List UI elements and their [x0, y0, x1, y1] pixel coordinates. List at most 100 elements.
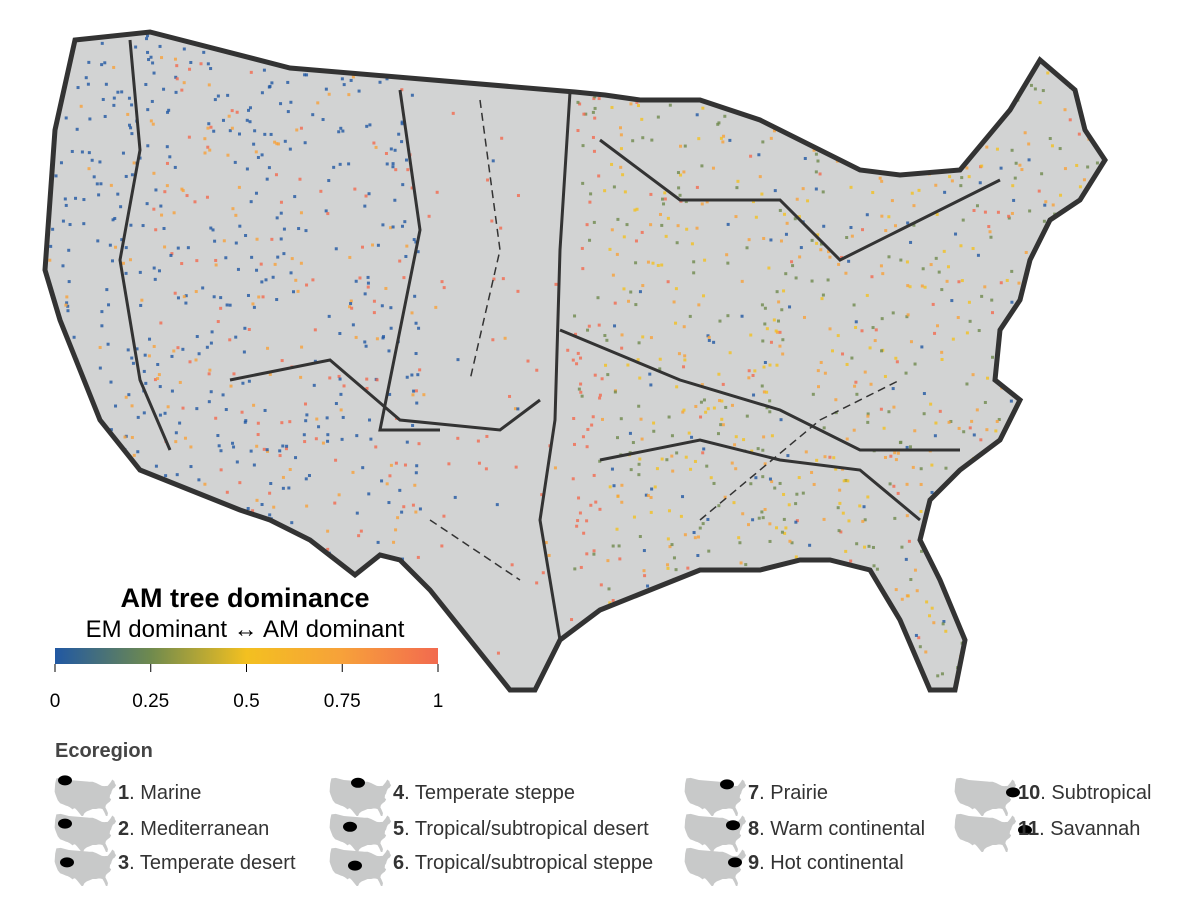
pixel: [604, 363, 608, 367]
colorbar-title: AM tree dominance: [120, 583, 369, 613]
pixel: [400, 577, 404, 581]
boundary: [559, 328, 960, 452]
pixel: [576, 100, 580, 104]
pixel: [154, 464, 158, 468]
pixel: [110, 259, 114, 263]
pixel: [842, 479, 846, 483]
pixel: [159, 204, 163, 208]
pixel: [809, 582, 813, 586]
pixel: [830, 680, 834, 684]
pixel: [304, 477, 308, 481]
pixel: [326, 212, 330, 216]
pixel: [281, 444, 285, 448]
pixel: [213, 681, 217, 685]
pixel: [170, 252, 174, 256]
pixel: [47, 392, 51, 396]
pixel: [510, 563, 514, 567]
pixel: [149, 55, 153, 59]
pixel: [944, 629, 948, 633]
pixel: [640, 84, 644, 88]
pixel: [271, 554, 275, 558]
pixel: [680, 76, 684, 80]
pixel: [747, 238, 751, 242]
pixel: [784, 526, 788, 530]
pixel: [76, 376, 80, 380]
pixel: [65, 301, 69, 305]
pixel: [327, 179, 331, 183]
pixel: [105, 288, 109, 292]
pixel: [202, 504, 206, 508]
pixel: [721, 423, 725, 427]
pixel: [278, 454, 282, 458]
pixel: [45, 515, 49, 519]
pixel: [112, 533, 116, 537]
pixel: [1051, 498, 1055, 502]
pixel: [960, 536, 964, 540]
pixel: [160, 56, 164, 60]
pixel: [863, 545, 867, 549]
pixel: [1087, 45, 1091, 49]
pixel: [339, 126, 343, 130]
pixel: [364, 194, 368, 198]
pixel: [989, 688, 993, 690]
pixel: [781, 338, 785, 342]
pixel: [834, 149, 838, 153]
pixel: [992, 70, 996, 74]
pixel: [340, 77, 344, 81]
pixel: [1058, 674, 1062, 678]
pixel: [572, 442, 576, 446]
pixel: [961, 150, 965, 154]
pixel: [349, 302, 353, 306]
pixel: [775, 526, 779, 530]
pixel: [221, 118, 225, 122]
pixel: [611, 544, 615, 548]
pixel: [385, 77, 389, 81]
pixel: [616, 654, 620, 658]
pixel: [273, 140, 277, 144]
pixel: [206, 126, 210, 130]
pixel: [126, 348, 130, 352]
pixel: [630, 658, 634, 662]
pixel: [1055, 605, 1059, 609]
pixel: [1057, 420, 1061, 424]
pixel: [322, 644, 326, 648]
pixel: [1020, 418, 1024, 422]
pixel: [861, 519, 865, 523]
pixel: [158, 385, 162, 389]
pixel: [491, 338, 495, 342]
pixel: [629, 102, 633, 106]
pixel: [691, 80, 695, 84]
pixel: [616, 436, 620, 440]
pixel: [808, 543, 812, 547]
pixel: [826, 564, 830, 568]
pixel: [176, 296, 180, 300]
pixel: [821, 60, 825, 64]
pixel: [591, 415, 595, 419]
pixel: [909, 578, 913, 582]
pixel: [812, 32, 816, 36]
legend-icon-region: [351, 777, 365, 788]
pixel: [299, 211, 303, 215]
pixel: [696, 535, 700, 539]
pixel: [1083, 449, 1087, 453]
pixel: [821, 625, 825, 629]
legend-icon: [954, 813, 1017, 853]
pixel: [896, 491, 900, 495]
pixel: [675, 385, 679, 389]
pixel: [366, 275, 370, 279]
pixel: [96, 239, 100, 243]
pixel: [1059, 193, 1063, 197]
legend-label: 7. Prairie: [748, 782, 828, 804]
pixel: [889, 454, 893, 458]
pixel: [794, 37, 798, 41]
pixel: [666, 563, 670, 567]
pixel: [695, 226, 699, 230]
pixel: [904, 154, 908, 158]
pixel: [581, 144, 585, 148]
pixel: [762, 365, 766, 369]
pixel: [637, 473, 641, 477]
pixel: [366, 281, 370, 285]
pixel: [649, 637, 653, 641]
pixel: [1024, 297, 1028, 301]
pixel: [733, 443, 737, 447]
